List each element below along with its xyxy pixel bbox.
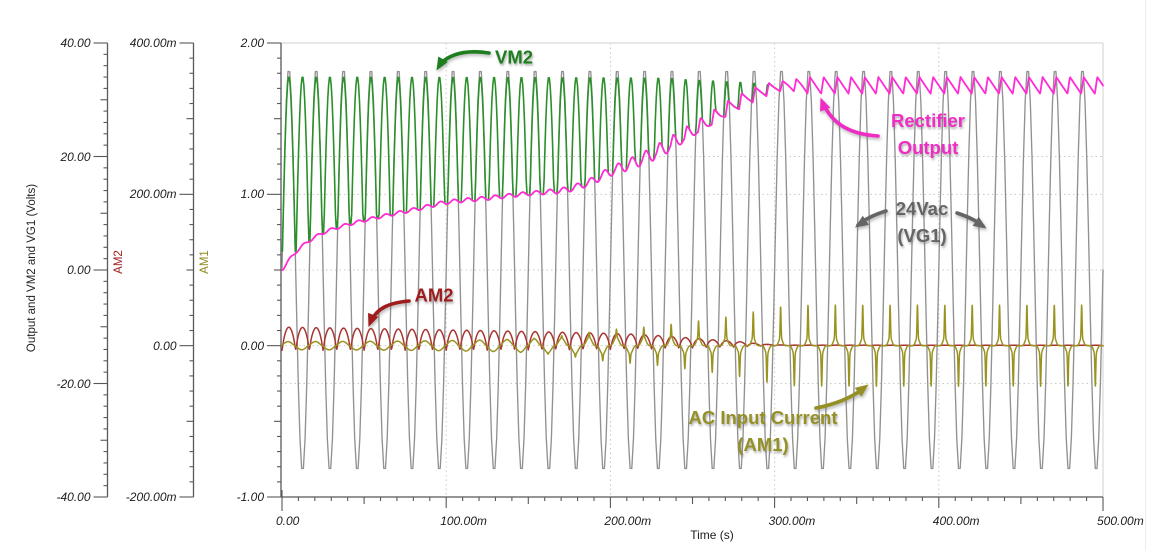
annotation-am2: AM2 bbox=[414, 282, 453, 309]
annotation-am2-text: AM2 bbox=[414, 284, 454, 306]
annotation-rectifier-output-line1: Rectifier bbox=[890, 110, 966, 131]
y-axis1-tick-label-2: 0.00 bbox=[67, 263, 91, 277]
y-axis1-tick-label-4: -40.00 bbox=[56, 490, 91, 504]
x-axis-title: Time (s) bbox=[690, 528, 734, 542]
y-axis1-title: Output and VM2 and VG1 (Volts) bbox=[26, 183, 38, 353]
y-axis3-title: AM1 bbox=[198, 250, 211, 274]
y-axis2-tick-label-2: 0.00 bbox=[153, 338, 177, 353]
x-axis-tick-label-0: 0.00 bbox=[276, 514, 300, 528]
y-axis1-tick-label-0: 40.00 bbox=[60, 36, 91, 50]
y-axis1-tick-label-3: -20.00 bbox=[56, 376, 91, 391]
window-edge-line bbox=[1145, 0, 1146, 551]
y-axis3-tick-label-3: -1.00 bbox=[236, 490, 264, 504]
x-axis-tick-label-2: 200.00m bbox=[604, 514, 652, 528]
annotation-24vac-line2: (VG1) bbox=[897, 225, 947, 246]
x-axis-tick-label-4: 400.00m bbox=[932, 514, 980, 528]
annotation-vm2-text: VM2 bbox=[494, 46, 534, 68]
annotation-rectifier-output: Rectifier Output bbox=[891, 107, 965, 161]
series-curves bbox=[281, 70, 1104, 470]
x-axis-tick-label-5: 500.00m bbox=[1097, 514, 1144, 528]
y-axis2-tick-label-1: 200.00m bbox=[129, 187, 177, 202]
y-axis2-tick-label-0: 400.00m bbox=[129, 36, 177, 50]
annotation-arrows bbox=[368, 50, 987, 410]
x-axis-tick-label-3: 300.00m bbox=[768, 514, 816, 528]
annotation-24vac-line1: 24Vac bbox=[895, 198, 949, 219]
y-axis3-tick-label-0: 2.00 bbox=[240, 36, 264, 50]
annotation-am1-line1: AC Input Current bbox=[688, 407, 838, 428]
annotation-rectifier-output-line2: Output bbox=[897, 137, 959, 158]
annotation-ac-input-current: AC Input Current (AM1) bbox=[688, 404, 837, 458]
y-axis3-tick-label-2: 0.00 bbox=[240, 338, 264, 353]
annotation-vm2: VM2 bbox=[495, 44, 533, 71]
y-axis1-tick-label-1: 20.00 bbox=[60, 149, 91, 164]
y-axis3-tick-label-1: 1.00 bbox=[240, 187, 264, 202]
x-axis-tick-label-1: 100.00m bbox=[440, 514, 487, 528]
axes bbox=[93, 42, 1104, 511]
annotation-24vac-vg1: 24Vac (VG1) bbox=[896, 195, 948, 249]
annotation-am1-line2: (AM1) bbox=[737, 434, 789, 455]
y-axis2-tick-label-3: -200.00m bbox=[125, 490, 177, 504]
y-axis2-title: AM2 bbox=[113, 250, 125, 274]
